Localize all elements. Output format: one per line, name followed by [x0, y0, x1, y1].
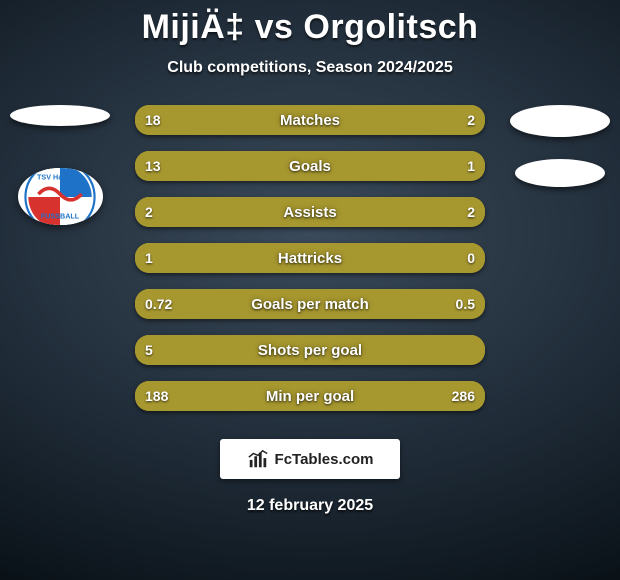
stat-left-segment [135, 381, 345, 411]
page-title: MijiÄ‡ vs Orgolitsch [0, 0, 620, 47]
stat-row: Hattricks10 [135, 243, 485, 273]
stat-row: Shots per goal5 [135, 335, 485, 365]
comparison-arena: TSV Hartberg FUSSBALL Matches182 Goals131… [0, 105, 620, 425]
stat-right-segment [342, 289, 486, 319]
stat-left-segment [135, 243, 482, 273]
stat-row: Goals per match0.720.5 [135, 289, 485, 319]
stat-row: Min per goal188286 [135, 381, 485, 411]
stat-left-segment [135, 151, 461, 181]
player-right-avatar-placeholder [510, 105, 610, 137]
subtitle: Club competitions, Season 2024/2025 [0, 59, 620, 77]
stat-row: Matches182 [135, 105, 485, 135]
stat-bars: Matches182 Goals131 Assists22 Hattricks10 Go… [135, 105, 485, 427]
brand-badge: FcTables.com [220, 439, 400, 479]
stat-left-segment [135, 105, 450, 135]
svg-text:TSV Hartberg: TSV Hartberg [37, 172, 83, 181]
stat-row: Assists22 [135, 197, 485, 227]
player-left-club-badge: TSV Hartberg FUSSBALL [18, 168, 103, 225]
player-right-slot [510, 105, 610, 225]
date-label: 12 february 2025 [0, 497, 620, 515]
stat-left-segment [135, 289, 342, 319]
player-left-avatar-placeholder [10, 105, 110, 126]
stat-right-segment [461, 151, 486, 181]
stat-row: Goals131 [135, 151, 485, 181]
brand-text: FcTables.com [275, 451, 374, 468]
stat-right-segment [482, 335, 486, 365]
stat-right-segment [450, 105, 485, 135]
stat-left-segment [135, 197, 310, 227]
hartberg-badge-icon: TSV Hartberg FUSSBALL [24, 168, 96, 225]
stat-right-segment [482, 243, 486, 273]
svg-text:FUSSBALL: FUSSBALL [41, 211, 80, 220]
stat-left-segment [135, 335, 482, 365]
player-right-club-placeholder [515, 159, 605, 187]
brand-chart-icon [247, 448, 269, 470]
stat-right-segment [345, 381, 485, 411]
player-left-slot: TSV Hartberg FUSSBALL [10, 105, 110, 225]
stat-right-segment [310, 197, 485, 227]
